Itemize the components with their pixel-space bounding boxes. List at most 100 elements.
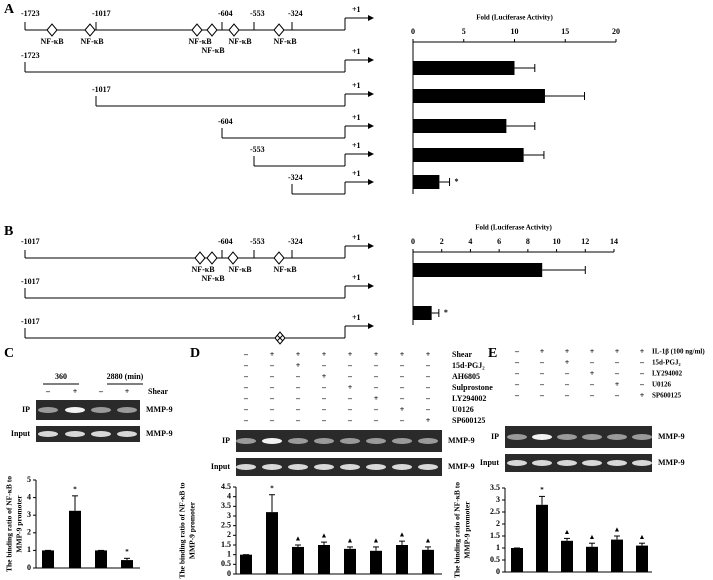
nfkb-site xyxy=(206,251,218,265)
row-label: Input xyxy=(480,458,499,467)
nfkb-site xyxy=(46,23,58,37)
gel-band xyxy=(557,434,577,440)
y-tick-label: 0 xyxy=(227,569,231,578)
bar xyxy=(611,539,623,572)
significance: * xyxy=(540,486,544,494)
end-label: +1 xyxy=(352,233,361,242)
y-tick-label: 2 xyxy=(27,528,31,537)
position-label: -1017 xyxy=(21,237,40,246)
y-tick-label: 0 xyxy=(496,567,500,576)
treatment-sign: + xyxy=(348,383,353,392)
y-tick-label: 5 xyxy=(27,475,31,484)
gel-band xyxy=(262,464,282,470)
site-label: NF-κB xyxy=(228,37,252,46)
bar xyxy=(370,550,382,574)
gel-image xyxy=(36,426,140,442)
gel-image xyxy=(236,430,442,452)
gel-band xyxy=(632,460,652,466)
treatment-sign: – xyxy=(295,394,301,403)
treatment-sign: + xyxy=(296,361,301,370)
gel-band xyxy=(392,438,412,444)
bar xyxy=(69,510,81,568)
gel-band xyxy=(236,464,256,470)
significance: * xyxy=(125,548,129,556)
treatment-sign: – xyxy=(243,405,249,414)
gel-image xyxy=(505,426,652,448)
bar xyxy=(95,550,107,568)
arrow-head xyxy=(368,323,374,329)
bar xyxy=(413,306,432,320)
treatment-sign: – xyxy=(564,380,570,389)
gel-band xyxy=(582,460,602,466)
construct-label: -324 xyxy=(288,173,303,182)
arrow-head xyxy=(368,123,374,129)
position-label: -553 xyxy=(250,237,265,246)
treatment-sign: + xyxy=(565,358,570,367)
site-label: NF-κB xyxy=(40,37,64,46)
target-label: MMP-9 xyxy=(448,462,475,471)
y-tick-label: 4 xyxy=(27,492,31,501)
treatment-sign: – xyxy=(514,347,520,356)
y-tick-label: 1 xyxy=(27,545,31,554)
treatment-sign: – xyxy=(243,361,249,370)
nfkb-site xyxy=(228,23,240,37)
treatment-sign: – xyxy=(269,383,275,392)
gel-band xyxy=(632,434,652,440)
y-tick-label: 3.5 xyxy=(221,501,231,510)
gel-band xyxy=(366,438,386,444)
gel-band xyxy=(418,438,438,444)
treatment-sign: – xyxy=(425,383,431,392)
gel-band xyxy=(314,464,334,470)
gel-band xyxy=(532,434,552,440)
x-tick-label: 2 xyxy=(440,237,444,246)
treatment-sign: – xyxy=(614,391,620,400)
chart-title: Fold (Luciferase Activity) xyxy=(476,14,553,22)
bar xyxy=(561,540,573,572)
y-tick-label: 0.5 xyxy=(221,559,231,568)
significance: ▲ xyxy=(639,533,646,541)
treatment-sign: – xyxy=(614,358,620,367)
treatment-name: SP600125 xyxy=(452,416,485,425)
panel-label: A xyxy=(4,2,15,17)
nfkb-site xyxy=(273,251,285,265)
arrow-head xyxy=(368,179,374,185)
treatment-sign: + xyxy=(590,347,595,356)
nfkb-site xyxy=(206,23,218,37)
bar xyxy=(240,554,252,574)
x-tick-label: 8 xyxy=(526,237,530,246)
y-tick-label: 1 xyxy=(227,549,231,558)
bar xyxy=(396,545,408,574)
bar xyxy=(413,119,507,133)
treatment-sign: – xyxy=(98,387,104,396)
target-label: MMP-9 xyxy=(146,405,173,414)
treatment-name: U0126 xyxy=(652,381,672,389)
treatment-sign: – xyxy=(269,372,275,381)
panel-label: B xyxy=(4,224,13,239)
treatment-name: AH6805 xyxy=(452,372,480,381)
gel-band xyxy=(38,431,58,437)
y-tick-label: 1 xyxy=(496,543,500,552)
x-tick-label: 4 xyxy=(468,237,472,246)
treatment-sign: – xyxy=(269,405,275,414)
site-label: NF-κB xyxy=(201,274,225,283)
gel-band xyxy=(607,434,627,440)
treatment-sign: – xyxy=(639,369,645,378)
treatment-sign: – xyxy=(269,394,275,403)
treatment-sign: – xyxy=(589,380,595,389)
nfkb-site xyxy=(194,251,206,265)
treatment-sign: + xyxy=(348,350,353,359)
row-label: IP xyxy=(491,432,499,441)
gel-band xyxy=(91,407,111,413)
treatment-sign: + xyxy=(540,347,545,356)
y-axis-label: The binding ratio of NF-κB to xyxy=(178,482,187,578)
arrow-head xyxy=(368,151,374,157)
treatment-sign: + xyxy=(125,387,130,396)
time-label: 360 xyxy=(55,372,67,381)
treatment-sign: – xyxy=(425,361,431,370)
treatment-sign: – xyxy=(45,387,51,396)
treatment-name: SP600125 xyxy=(652,392,682,400)
y-tick-label: 1.5 xyxy=(221,540,231,549)
treatment-sign: – xyxy=(373,405,379,414)
panel-label: C xyxy=(4,346,14,361)
y-tick-label: 1.5 xyxy=(490,531,500,540)
